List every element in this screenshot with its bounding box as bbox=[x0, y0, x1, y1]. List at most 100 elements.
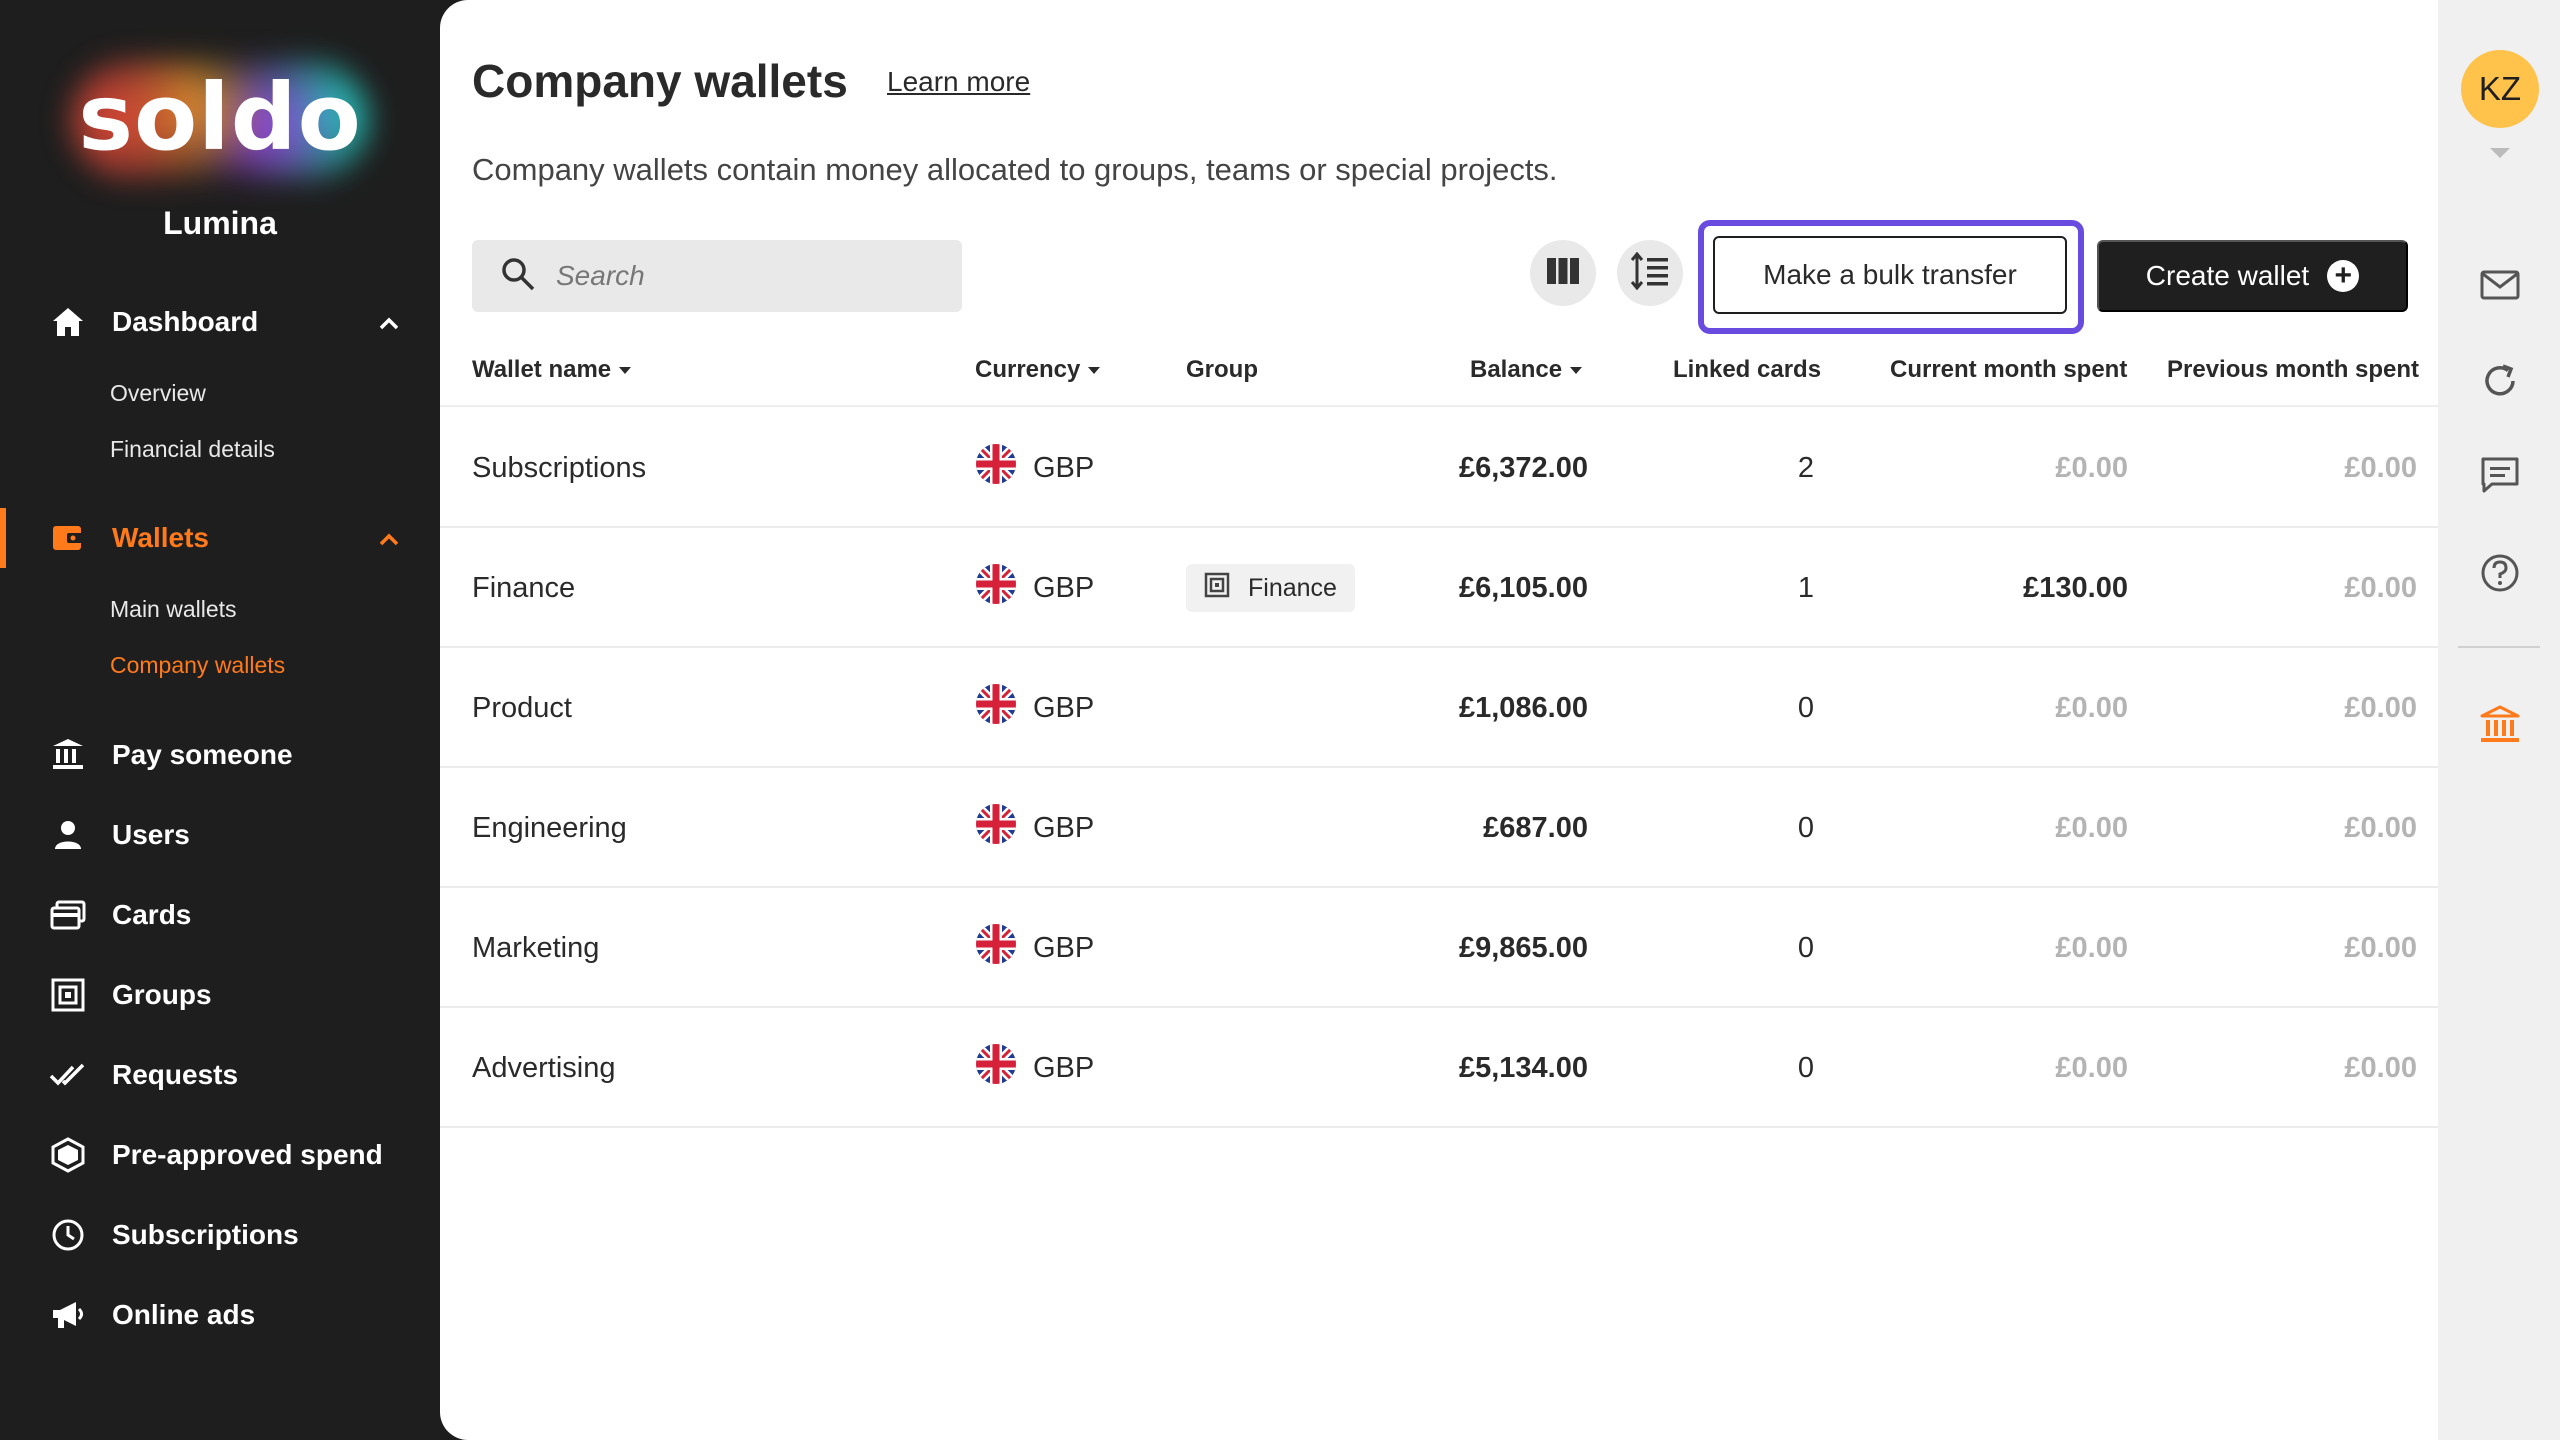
columns-icon bbox=[1546, 257, 1580, 290]
nav-groups[interactable]: Groups bbox=[0, 965, 440, 1025]
column-header-wallet-name[interactable]: Wallet name bbox=[472, 356, 632, 384]
table-row[interactable]: Finance GBP Finance £6,105.00 1 £130.00 £0.00 bbox=[440, 528, 2438, 648]
bank-icon[interactable] bbox=[2477, 702, 2523, 748]
nav-requests-label: Requests bbox=[112, 1059, 239, 1090]
avatar[interactable]: KZ bbox=[2461, 50, 2539, 128]
column-header-linked-cards: Linked cards bbox=[1673, 356, 1822, 383]
wallet-icon bbox=[48, 518, 88, 558]
nav-cards-label: Cards bbox=[112, 899, 192, 930]
home-icon bbox=[48, 302, 88, 342]
nav-pay-someone-label: Pay someone bbox=[112, 739, 293, 770]
groups-icon bbox=[1204, 572, 1248, 605]
nav-dashboard[interactable]: Dashboard bbox=[0, 292, 440, 352]
nav-company-wallets[interactable]: Company wallets bbox=[110, 652, 286, 678]
table-row[interactable]: Engineering GBP £687.00 0 £0.00 £0.00 bbox=[440, 768, 2438, 888]
linked-cards-cell: 0 bbox=[1797, 931, 1814, 964]
currency-cell: GBP bbox=[975, 888, 1094, 1008]
nav-pre-approved-spend-label: Pre-approved spend bbox=[112, 1139, 383, 1170]
page-subtitle: Company wallets contain money allocated … bbox=[472, 152, 1558, 187]
chevron-up-icon[interactable] bbox=[378, 526, 400, 558]
clock-icon bbox=[48, 1215, 88, 1255]
previous-month-spent-cell: £0.00 bbox=[2344, 691, 2417, 724]
nav-online-ads[interactable]: Online ads bbox=[0, 1285, 440, 1345]
create-wallet-button[interactable]: Create wallet + bbox=[2097, 240, 2408, 312]
currency-code: GBP bbox=[1033, 1051, 1095, 1084]
sort-caret-icon bbox=[619, 367, 632, 375]
table-row[interactable]: Advertising GBP £5,134.00 0 £0.00 £0.00 bbox=[440, 1008, 2438, 1128]
groups-icon bbox=[48, 975, 88, 1015]
search-input[interactable]: Search bbox=[472, 240, 962, 312]
search-placeholder: Search bbox=[556, 260, 645, 291]
nav-overview[interactable]: Overview bbox=[110, 380, 206, 406]
current-month-spent-cell: £0.00 bbox=[2055, 931, 2128, 964]
nav-subscriptions-label: Subscriptions bbox=[112, 1219, 299, 1250]
balance-cell: £6,105.00 bbox=[1458, 571, 1588, 604]
organization-name: Lumina bbox=[163, 205, 277, 241]
table-row[interactable]: Marketing GBP £9,865.00 0 £0.00 £0.00 bbox=[440, 888, 2438, 1008]
linked-cards-cell: 0 bbox=[1797, 811, 1814, 844]
columns-button[interactable] bbox=[1530, 240, 1596, 306]
learn-more-link[interactable]: Learn more bbox=[887, 66, 1031, 97]
group-chip-label: Finance bbox=[1248, 573, 1337, 602]
sidebar: soldo Lumina Dashboard Overview Financia… bbox=[0, 0, 440, 1440]
previous-month-spent-cell: £0.00 bbox=[2344, 811, 2417, 844]
help-icon[interactable] bbox=[2477, 550, 2523, 596]
cards-icon bbox=[48, 895, 88, 935]
current-month-spent-cell: £0.00 bbox=[2055, 691, 2128, 724]
chevron-up-icon[interactable] bbox=[378, 310, 400, 342]
nav-pay-someone[interactable]: Pay someone bbox=[0, 725, 440, 785]
currency-cell: GBP bbox=[975, 408, 1094, 528]
uk-flag-icon bbox=[975, 923, 1033, 973]
currency-cell: GBP bbox=[975, 528, 1094, 648]
nav-wallets[interactable]: Wallets bbox=[0, 508, 440, 568]
previous-month-spent-cell: £0.00 bbox=[2344, 571, 2417, 604]
bulk-transfer-button[interactable]: Make a bulk transfer bbox=[1713, 236, 2067, 314]
hexagon-icon bbox=[48, 1135, 88, 1175]
user-icon bbox=[48, 815, 88, 855]
current-month-spent-cell: £130.00 bbox=[2023, 571, 2128, 604]
group-chip[interactable]: Finance bbox=[1186, 564, 1355, 612]
line-spacing-icon bbox=[1630, 251, 1670, 295]
nav-financial-details[interactable]: Financial details bbox=[110, 436, 275, 462]
wallet-name-cell: Subscriptions bbox=[472, 451, 647, 484]
currency-code: GBP bbox=[1033, 931, 1095, 964]
uk-flag-icon bbox=[975, 1043, 1033, 1093]
nav-dashboard-label: Dashboard bbox=[112, 306, 259, 337]
wallet-name-cell: Advertising bbox=[472, 1051, 616, 1084]
group-cell: Finance bbox=[1186, 528, 1355, 648]
plus-icon: + bbox=[2327, 260, 2360, 292]
wallet-name-cell: Finance bbox=[472, 571, 576, 604]
nav-users[interactable]: Users bbox=[0, 805, 440, 865]
chat-icon[interactable] bbox=[2477, 452, 2523, 498]
uk-flag-icon bbox=[975, 803, 1033, 853]
nav-subscriptions[interactable]: Subscriptions bbox=[0, 1205, 440, 1265]
column-header-currency[interactable]: Currency bbox=[975, 356, 1101, 384]
balance-cell: £5,134.00 bbox=[1458, 1051, 1588, 1084]
nav-requests[interactable]: Requests bbox=[0, 1045, 440, 1105]
currency-cell: GBP bbox=[975, 1008, 1094, 1128]
nav-cards[interactable]: Cards bbox=[0, 885, 440, 945]
wallet-name-cell: Marketing bbox=[472, 931, 600, 964]
mail-icon[interactable] bbox=[2477, 262, 2523, 308]
double-check-icon bbox=[48, 1055, 88, 1095]
table-row[interactable]: Subscriptions GBP £6,372.00 2 £0.00 £0.00 bbox=[440, 408, 2438, 528]
sort-caret-icon bbox=[1088, 367, 1101, 375]
nav-groups-label: Groups bbox=[112, 979, 212, 1010]
right-rail: KZ bbox=[2438, 0, 2560, 1440]
linked-cards-cell: 2 bbox=[1797, 451, 1814, 484]
previous-month-spent-cell: £0.00 bbox=[2344, 1051, 2417, 1084]
balance-cell: £6,372.00 bbox=[1458, 451, 1588, 484]
refresh-icon[interactable] bbox=[2477, 358, 2523, 404]
soldo-logo[interactable]: soldo bbox=[60, 50, 380, 190]
bulk-transfer-highlight bbox=[1698, 220, 2084, 334]
currency-cell: GBP bbox=[975, 648, 1094, 768]
row-density-button[interactable] bbox=[1617, 240, 1683, 306]
chevron-down-icon[interactable] bbox=[2490, 148, 2510, 158]
column-header-balance[interactable]: Balance bbox=[1470, 356, 1583, 384]
previous-month-spent-cell: £0.00 bbox=[2344, 931, 2417, 964]
nav-pre-approved-spend[interactable]: Pre-approved spend bbox=[0, 1125, 440, 1185]
nav-main-wallets[interactable]: Main wallets bbox=[110, 596, 237, 622]
table-row[interactable]: Product GBP £1,086.00 0 £0.00 £0.00 bbox=[440, 648, 2438, 768]
column-header-previous-month-spent: Previous month spent bbox=[2167, 356, 2420, 383]
linked-cards-cell: 0 bbox=[1797, 1051, 1814, 1084]
